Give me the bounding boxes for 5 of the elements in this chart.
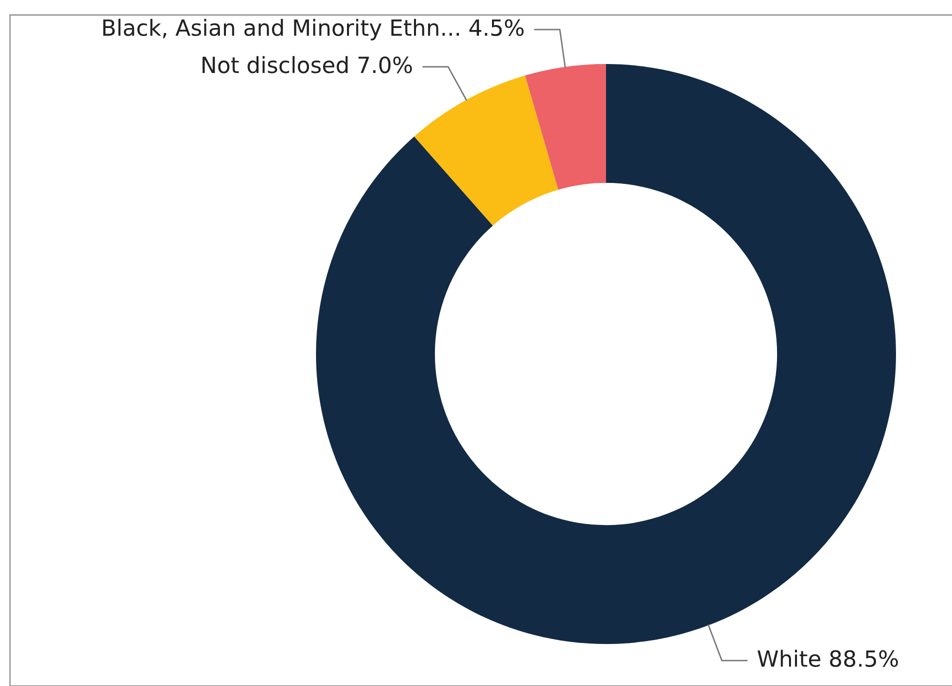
slice-label: White 88.5% (758, 650, 898, 667)
donut-slice (525, 64, 606, 190)
slice-label: Not disclosed 7.0% (202, 56, 412, 74)
donut-slice (414, 76, 558, 226)
slice-label: Black, Asian and Minority Ethn... 4.5% (103, 18, 524, 40)
